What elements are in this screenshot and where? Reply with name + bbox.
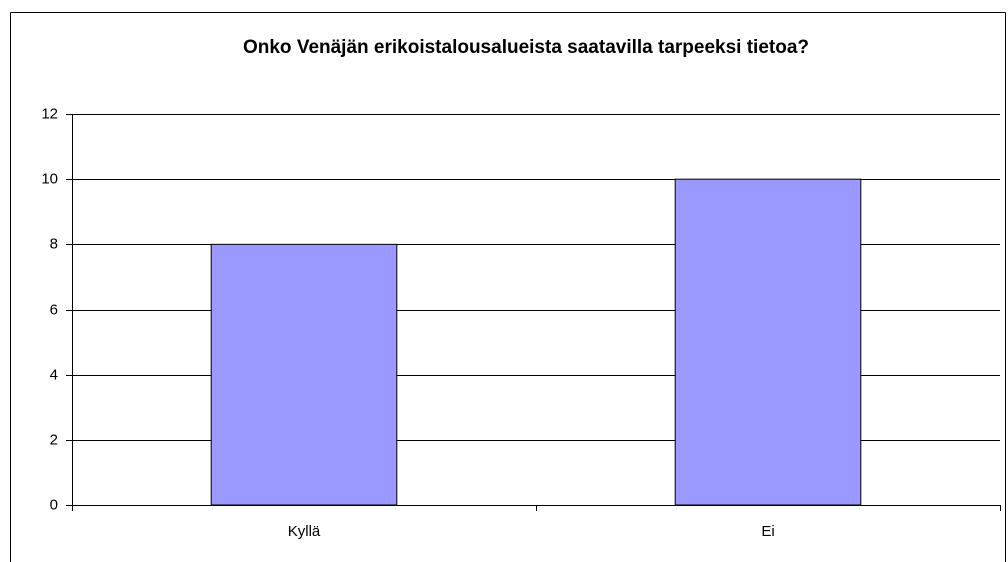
x-tick-label: Kyllä — [288, 523, 321, 540]
y-tick-label: 6 — [50, 301, 58, 318]
y-tick-label: 0 — [50, 496, 58, 513]
y-tick-label: 12 — [41, 105, 58, 122]
y-tick-label: 4 — [50, 366, 58, 383]
y-tick-label: 8 — [50, 235, 58, 252]
x-tick-label: Ei — [761, 523, 774, 540]
chart-title: Onko Venäjän erikoistalousalueista saata… — [243, 37, 809, 58]
bar — [674, 178, 862, 506]
y-tick-label: 2 — [50, 431, 58, 448]
bar — [210, 243, 398, 506]
y-tick-label: 10 — [41, 170, 58, 187]
